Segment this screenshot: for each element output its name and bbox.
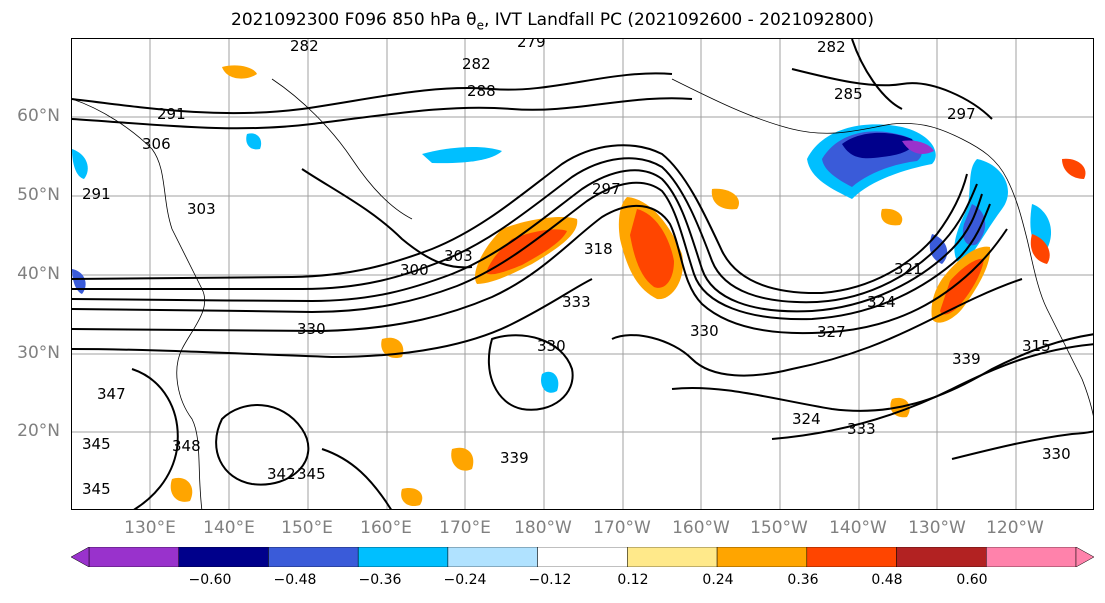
anomaly-shading xyxy=(72,65,1086,507)
contour-label: 288 xyxy=(467,82,496,100)
contour-label: 318 xyxy=(584,240,613,258)
lat-label: 30°N xyxy=(17,343,60,363)
contour-label: 300 xyxy=(400,261,429,279)
contour-label: 282 xyxy=(817,39,846,56)
lon-label: 130°E xyxy=(124,518,176,538)
colorbar xyxy=(71,547,1094,567)
lon-label: 170°W xyxy=(593,518,651,538)
contour-labels: 282 282 282 279 288 291 291 306 303 297 … xyxy=(82,39,1071,498)
map-canvas: 282 282 282 279 288 291 291 306 303 297 … xyxy=(72,39,1093,509)
map-panel: 282 282 282 279 288 291 291 306 303 297 … xyxy=(71,38,1094,510)
contour-label: 345 xyxy=(82,480,111,498)
lon-label: 130°W xyxy=(908,518,966,538)
contour-label: 321 xyxy=(894,260,923,278)
colorbar-swatch xyxy=(537,547,628,567)
contour-label: 279 xyxy=(517,39,546,51)
colorbar-swatch xyxy=(896,547,987,567)
lon-label: 140°W xyxy=(829,518,887,538)
contour-label: 303 xyxy=(187,200,216,218)
colorbar-tick: 0.12 xyxy=(617,572,649,588)
colorbar-swatch xyxy=(806,547,897,567)
contour-label: 333 xyxy=(847,420,876,438)
lon-label: 150°W xyxy=(750,518,808,538)
contour-label: 324 xyxy=(867,293,896,311)
contour-label: 291 xyxy=(157,105,186,123)
colorbar-tick: 0.36 xyxy=(787,572,819,588)
colorbar-extend-low xyxy=(71,547,90,567)
colorbar-extend-high xyxy=(1075,547,1094,567)
contour-label: 330 xyxy=(690,322,719,340)
contour-label: 306 xyxy=(142,135,171,153)
colorbar-swatch xyxy=(268,547,359,567)
colorbar-swatch xyxy=(178,547,269,567)
contour-label: 330 xyxy=(1042,445,1071,463)
contour-label: 324 xyxy=(792,410,821,428)
lon-label: 170°E xyxy=(439,518,491,538)
colorbar-tick: −0.48 xyxy=(273,572,317,588)
contour-label: 348 xyxy=(172,437,201,455)
figure-title: 2021092300 F096 850 hPa θe, IVT Landfall… xyxy=(231,10,874,33)
colorbar-swatch xyxy=(986,547,1077,567)
colorbar-swatch xyxy=(447,547,538,567)
contour-label: 339 xyxy=(500,449,529,467)
contour-label: 333 xyxy=(562,293,591,311)
contour-label: 330 xyxy=(297,320,326,338)
colorbar-tick: 0.48 xyxy=(871,572,903,588)
contour-label: 303 xyxy=(444,247,473,265)
colorbar-tick: 0.60 xyxy=(956,572,988,588)
contour-label: 339 xyxy=(952,350,981,368)
lon-label: 160°W xyxy=(672,518,730,538)
theta-e-contours xyxy=(72,39,1093,509)
lat-label: 40°N xyxy=(17,264,60,284)
lat-label: 60°N xyxy=(17,106,60,126)
colorbar-tick: 0.24 xyxy=(702,572,734,588)
colorbar-swatch xyxy=(627,547,718,567)
lat-label: 20°N xyxy=(17,421,60,441)
contour-label: 285 xyxy=(834,85,863,103)
contour-label: 342 xyxy=(267,465,296,483)
contour-label: 297 xyxy=(947,105,976,123)
colorbar-tick: −0.12 xyxy=(528,572,572,588)
contour-label: 297 xyxy=(592,180,621,198)
colorbar-swatch xyxy=(357,547,449,567)
contour-label: 345 xyxy=(297,465,326,483)
lon-label: 140°E xyxy=(203,518,255,538)
contour-label: 347 xyxy=(97,385,126,403)
contour-label: 345 xyxy=(82,435,111,453)
lon-label: 160°E xyxy=(360,518,412,538)
lat-label: 50°N xyxy=(17,185,60,205)
contour-label: 282 xyxy=(462,55,491,73)
contour-label: 327 xyxy=(817,323,846,341)
contour-label: 315 xyxy=(1022,337,1051,355)
colorbar-tick: −0.36 xyxy=(358,572,402,588)
contour-label: 282 xyxy=(290,39,319,55)
contour-label: 330 xyxy=(537,337,566,355)
lon-label: 150°E xyxy=(281,518,333,538)
colorbar-swatch xyxy=(716,547,808,567)
lon-label: 180°W xyxy=(514,518,572,538)
lon-label: 120°W xyxy=(986,518,1044,538)
colorbar-tick: −0.24 xyxy=(443,572,487,588)
colorbar-tick: −0.60 xyxy=(188,572,232,588)
graticule xyxy=(72,39,1093,509)
contour-label: 291 xyxy=(82,185,111,203)
colorbar-swatch xyxy=(88,547,179,567)
